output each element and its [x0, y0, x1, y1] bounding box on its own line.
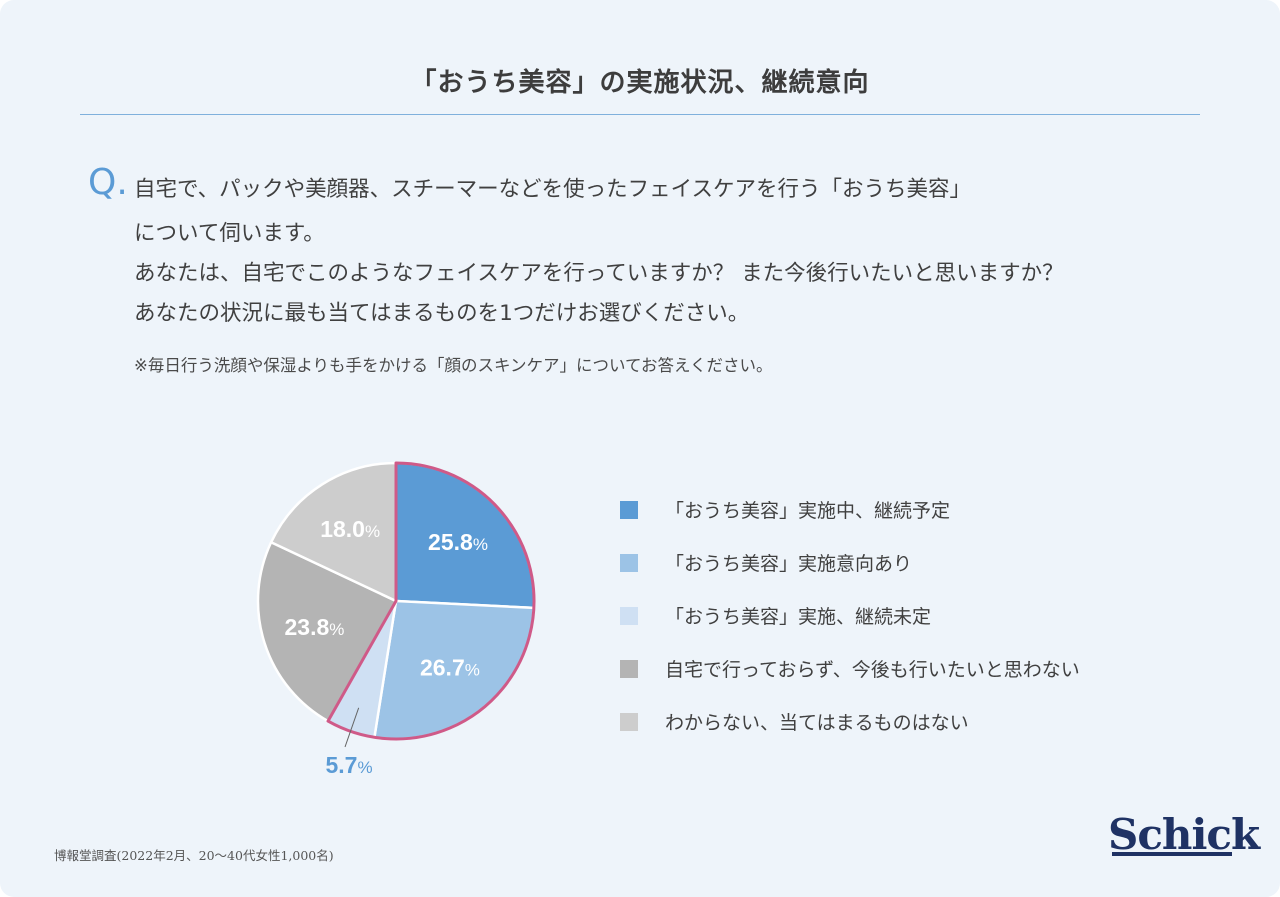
legend-swatch: [620, 606, 638, 625]
legend-item: 「おうち美容」実施中、継続予定: [620, 483, 1080, 536]
pie-slice: [256, 540, 398, 723]
legend-item: 自宅で行っておらず、今後も行いたいと思わない: [620, 642, 1080, 695]
legend-swatch: [620, 553, 638, 572]
question-line: について伺います。: [134, 221, 325, 246]
question-note: ※毎日行う洗顔や保湿よりも手をかける「顔のスキンケア」についてお答えください。: [134, 356, 773, 375]
legend-label: わからない、当てはまるものはない: [665, 712, 969, 734]
legend-swatch: [620, 500, 638, 519]
title-divider: [80, 114, 1200, 115]
source-note: 博報堂調査(2022年2月、20〜40代女性1,000名): [54, 848, 334, 863]
question-line: 自宅で、パックや美顔器、スチーマーなどを使ったフェイスケアを行う「おうち美容」: [134, 177, 971, 202]
question-line: あなたの状況に最も当てはまるものを1つだけお選びください。: [134, 301, 750, 326]
legend-swatch: [620, 712, 638, 731]
legend-label: 「おうち美容」実施、継続未定: [665, 606, 932, 628]
question-line: あなたは、自宅でこのようなフェイスケアを行っていますか？ また今後行いたいと思い…: [134, 261, 1064, 286]
data-label: 5.7%: [325, 752, 372, 778]
label-leader-line: [344, 707, 360, 748]
legend-item: わからない、当てはまるものはない: [620, 695, 1080, 748]
pie-chart: 25.8% 26.7% 5.7% 23.8% 18.0%: [256, 461, 536, 778]
logo-underline: [1112, 852, 1232, 856]
brand-logo: Schick: [1108, 810, 1260, 859]
chart-title: 「おうち美容」の実施状況、継続意向: [410, 68, 870, 98]
question-mark: Q.: [88, 162, 128, 203]
legend-item: 「おうち美容」実施意向あり: [620, 536, 1080, 589]
data-label: 23.8%: [285, 614, 345, 640]
data-label: 18.0%: [320, 516, 380, 542]
highlight-outline: [326, 461, 536, 741]
data-label: 26.7%: [420, 654, 480, 680]
data-label: 25.8%: [428, 529, 488, 555]
legend-label: 「おうち美容」実施意向あり: [665, 553, 913, 575]
question-text: 自宅で、パックや美顔器、スチーマーなどを使ったフェイスケアを行う「おうち美容」 …: [134, 170, 1194, 334]
legend-label: 「おうち美容」実施中、継続予定: [665, 500, 951, 522]
legend-label: 自宅で行っておらず、今後も行いたいと思わない: [665, 659, 1080, 681]
legend-item: 「おうち美容」実施、継続未定: [620, 589, 1080, 642]
legend-swatch: [620, 659, 638, 678]
pie-slice: [269, 461, 398, 603]
chart-legend: 「おうち美容」実施中、継続予定 「おうち美容」実施意向あり 「おうち美容」実施、…: [620, 483, 1080, 748]
